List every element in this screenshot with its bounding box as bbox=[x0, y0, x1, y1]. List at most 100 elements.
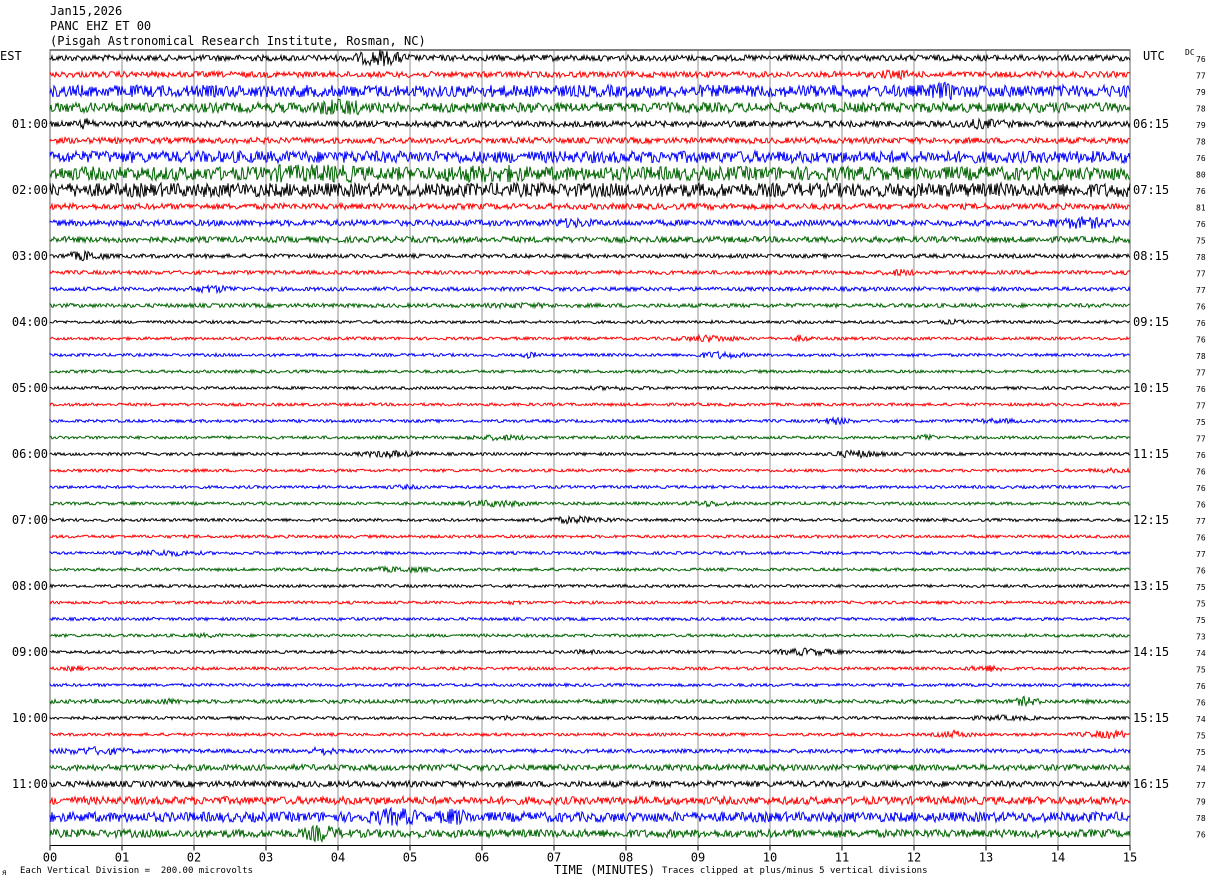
dc-value-26: 76 bbox=[1196, 468, 1206, 477]
trace-21 bbox=[49, 384, 1131, 392]
left-hour-label-5: 05:00 bbox=[12, 381, 48, 395]
x-tick-label-14: 14 bbox=[1051, 851, 1065, 865]
dc-header: DC bbox=[1185, 48, 1195, 57]
dc-value-43: 75 bbox=[1196, 748, 1206, 757]
trace-32 bbox=[49, 565, 1130, 574]
right-hour-label-10: 15:15 bbox=[1133, 711, 1169, 725]
trace-6 bbox=[49, 135, 1131, 146]
x-tick-label-11: 11 bbox=[835, 851, 849, 865]
date-label: Jan15,2026 bbox=[50, 4, 123, 18]
dc-value-25: 76 bbox=[1196, 451, 1206, 460]
trace-9 bbox=[49, 181, 1131, 199]
trace-38 bbox=[49, 664, 1131, 673]
dc-value-13: 78 bbox=[1196, 253, 1206, 262]
right-hour-label-8: 13:15 bbox=[1133, 579, 1169, 593]
dc-value-39: 76 bbox=[1196, 682, 1206, 691]
trace-42 bbox=[49, 728, 1131, 740]
dc-value-24: 77 bbox=[1196, 435, 1206, 444]
corner-mark: ᴙ bbox=[2, 868, 7, 877]
dc-value-40: 76 bbox=[1196, 699, 1206, 708]
scale-note: Each Vertical Division = 200.00 microvol… bbox=[20, 866, 253, 876]
right-hour-label-3: 08:15 bbox=[1133, 249, 1169, 263]
dc-value-41: 74 bbox=[1196, 715, 1206, 724]
trace-15 bbox=[49, 283, 1131, 295]
dc-value-32: 76 bbox=[1196, 567, 1206, 576]
trace-10 bbox=[49, 201, 1131, 212]
left-hour-label-11: 11:00 bbox=[12, 777, 48, 791]
dc-value-45: 77 bbox=[1196, 781, 1206, 790]
right-hour-label-1: 06:15 bbox=[1133, 117, 1169, 131]
left-hour-label-8: 08:00 bbox=[12, 579, 48, 593]
x-tick-label-13: 13 bbox=[979, 851, 993, 865]
minute-grid bbox=[49, 49, 1131, 851]
trace-20 bbox=[49, 368, 1131, 375]
left-hour-label-7: 07:00 bbox=[12, 513, 48, 527]
dc-value-28: 76 bbox=[1196, 501, 1206, 510]
x-tick-label-02: 02 bbox=[187, 851, 201, 865]
dc-value-23: 75 bbox=[1196, 418, 1206, 427]
dc-value-36: 73 bbox=[1196, 633, 1206, 642]
right-hour-label-6: 11:15 bbox=[1133, 447, 1169, 461]
dc-value-19: 78 bbox=[1196, 352, 1206, 361]
dc-value-12: 75 bbox=[1196, 237, 1206, 246]
trace-22 bbox=[49, 401, 1130, 408]
dc-value-5: 79 bbox=[1196, 121, 1206, 130]
x-tick-label-00: 00 bbox=[43, 851, 57, 865]
dc-value-35: 75 bbox=[1196, 616, 1206, 625]
trace-40 bbox=[49, 695, 1131, 708]
left-hour-label-2: 02:00 bbox=[12, 183, 48, 197]
x-tick-label-09: 09 bbox=[691, 851, 705, 865]
left-hour-label-9: 09:00 bbox=[12, 645, 48, 659]
trace-3 bbox=[49, 81, 1131, 101]
trace-17 bbox=[49, 317, 1131, 326]
dc-value-9: 76 bbox=[1196, 187, 1206, 196]
trace-44 bbox=[49, 762, 1131, 773]
x-axis-label: TIME (MINUTES) bbox=[554, 863, 656, 877]
left-hour-label-3: 03:00 bbox=[12, 249, 48, 263]
dc-value-47: 78 bbox=[1196, 814, 1206, 823]
x-tick-label-01: 01 bbox=[115, 851, 129, 865]
trace-12 bbox=[49, 234, 1131, 245]
trace-35 bbox=[49, 616, 1131, 622]
trace-47 bbox=[49, 806, 1131, 827]
dc-value-2: 77 bbox=[1196, 72, 1206, 81]
trace-46 bbox=[49, 794, 1131, 807]
trace-36 bbox=[49, 631, 1131, 639]
seismic-traces bbox=[49, 49, 1131, 843]
trace-27 bbox=[49, 483, 1131, 491]
right-hour-label-5: 10:15 bbox=[1133, 381, 1169, 395]
dc-value-17: 76 bbox=[1196, 319, 1206, 328]
right-hour-label-7: 12:15 bbox=[1133, 513, 1169, 527]
dc-value-16: 76 bbox=[1196, 303, 1206, 312]
dc-value-29: 77 bbox=[1196, 517, 1206, 526]
right-hour-label-9: 14:15 bbox=[1133, 645, 1169, 659]
trace-25 bbox=[49, 448, 1131, 460]
trace-26 bbox=[49, 466, 1131, 474]
dc-value-11: 76 bbox=[1196, 220, 1206, 229]
right-timezone: UTC bbox=[1143, 49, 1165, 63]
trace-16 bbox=[49, 301, 1131, 310]
left-timezone: EST bbox=[0, 49, 22, 63]
x-tick-label-04: 04 bbox=[331, 851, 345, 865]
trace-5 bbox=[49, 117, 1131, 130]
right-hour-label-11: 16:15 bbox=[1133, 777, 1169, 791]
dc-value-22: 77 bbox=[1196, 402, 1206, 411]
left-hour-label-10: 10:00 bbox=[12, 711, 48, 725]
left-hour-label-4: 04:00 bbox=[12, 315, 48, 329]
x-tick-label-06: 06 bbox=[475, 851, 489, 865]
station-label: PANC EHZ ET 00 bbox=[50, 19, 152, 33]
x-tick-label-12: 12 bbox=[907, 851, 921, 865]
dc-value-31: 77 bbox=[1196, 550, 1206, 559]
dc-value-33: 75 bbox=[1196, 583, 1206, 592]
location-label: (Pisgah Astronomical Research Institute,… bbox=[50, 34, 426, 48]
trace-24 bbox=[49, 432, 1131, 442]
x-tick-labels: 00 01 02 03 04 05 06 07 08 09 10 11 12 13 14 15 bbox=[43, 851, 1137, 865]
dc-value-46: 79 bbox=[1196, 798, 1206, 807]
dc-value-14: 77 bbox=[1196, 270, 1206, 279]
dc-value-10: 81 bbox=[1196, 204, 1206, 213]
dc-value-3: 79 bbox=[1196, 88, 1206, 97]
trace-19 bbox=[49, 350, 1131, 361]
right-hour-label-2: 07:15 bbox=[1133, 183, 1169, 197]
clip-note: Traces clipped at plus/minus 5 vertical … bbox=[662, 866, 928, 876]
